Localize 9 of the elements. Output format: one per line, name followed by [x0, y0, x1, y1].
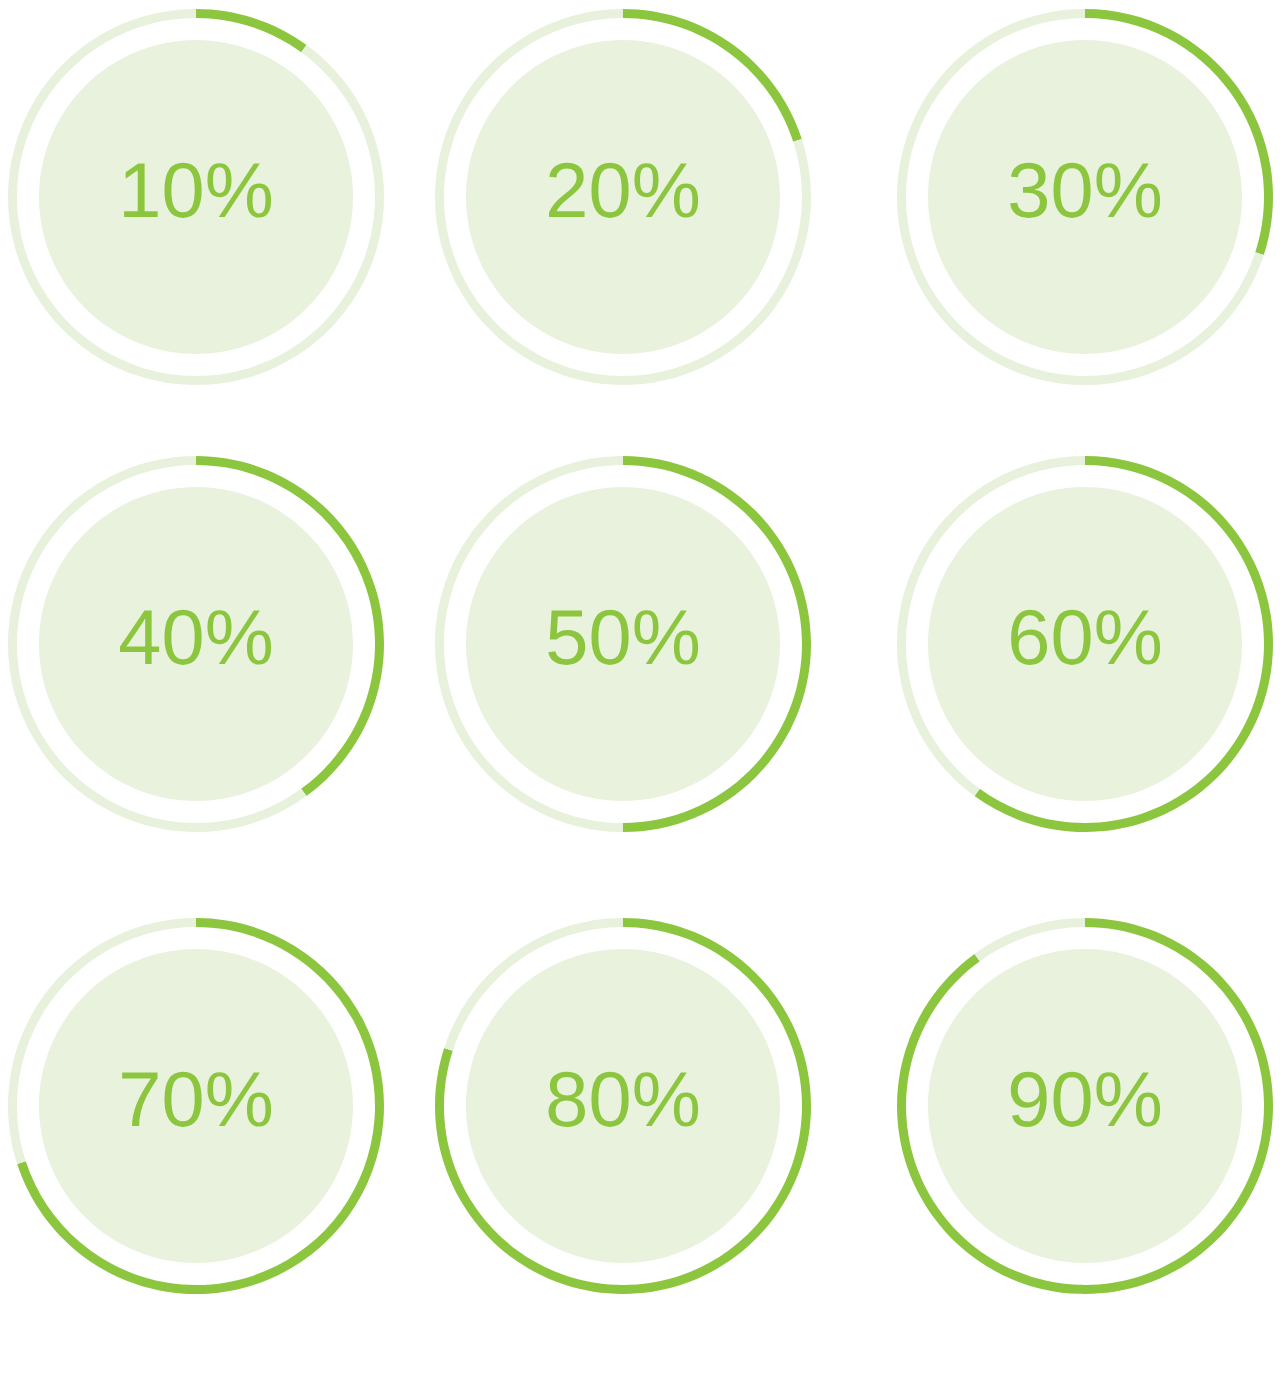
data-label: 60%: [1011, 609, 1161, 665]
data-label: 80%: [548, 1071, 699, 1127]
data-label: 50%: [548, 609, 699, 665]
data-label: 40%: [119, 609, 272, 665]
data-label: 30%: [1010, 162, 1161, 218]
data-label: 20%: [549, 162, 699, 218]
data-label: 90%: [1010, 1071, 1161, 1127]
data-label: 70%: [122, 1071, 272, 1127]
data-label: 10%: [124, 162, 272, 218]
